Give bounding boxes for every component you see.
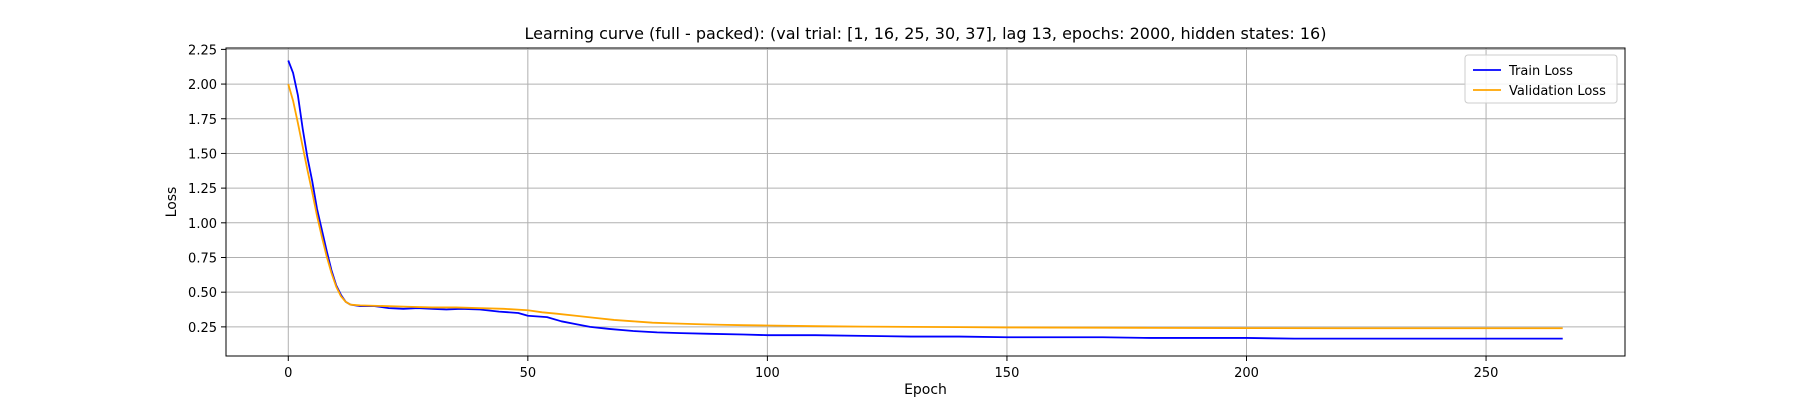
validation-loss-line <box>287 83 1563 330</box>
y-tick-label: 2.00 <box>188 78 217 93</box>
train-loss-line <box>287 60 1563 340</box>
legend-label-train-loss: Train Loss <box>1508 64 1573 79</box>
y-tick-label: 1.25 <box>188 182 217 197</box>
y-tick-label: 1.00 <box>188 217 217 232</box>
y-axis: 0.25 0.50 0.75 1.00 1.25 1.50 1.75 2.00 2.25 <box>188 43 226 336</box>
y-tick-label: 1.50 <box>188 147 217 162</box>
y-tick-label: 0.25 <box>188 321 217 336</box>
x-tick-label: 250 <box>1474 366 1499 381</box>
x-tick-label: 0 <box>284 366 292 381</box>
legend-box <box>1464 54 1618 104</box>
plot-frame <box>225 47 1626 357</box>
x-tick-label: 150 <box>995 366 1020 381</box>
legend: Train Loss Validation Loss <box>1464 54 1618 104</box>
x-axis: 0 50 100 150 200 250 <box>284 356 1498 381</box>
y-tick-label: 0.50 <box>188 286 217 301</box>
series-layer <box>287 60 1563 340</box>
x-tick-label: 200 <box>1234 366 1259 381</box>
y-tick-label: 0.75 <box>188 251 217 266</box>
legend-label-validation-loss: Validation Loss <box>1509 84 1606 99</box>
chart-title: Learning curve (full - packed): (val tri… <box>525 24 1327 43</box>
x-tick-label: 100 <box>755 366 780 381</box>
x-tick-label: 50 <box>520 366 537 381</box>
x-axis-label: Epoch <box>904 382 947 398</box>
y-axis-label: Loss <box>164 187 180 218</box>
y-tick-label: 2.25 <box>188 43 217 58</box>
y-tick-label: 1.75 <box>188 113 217 128</box>
